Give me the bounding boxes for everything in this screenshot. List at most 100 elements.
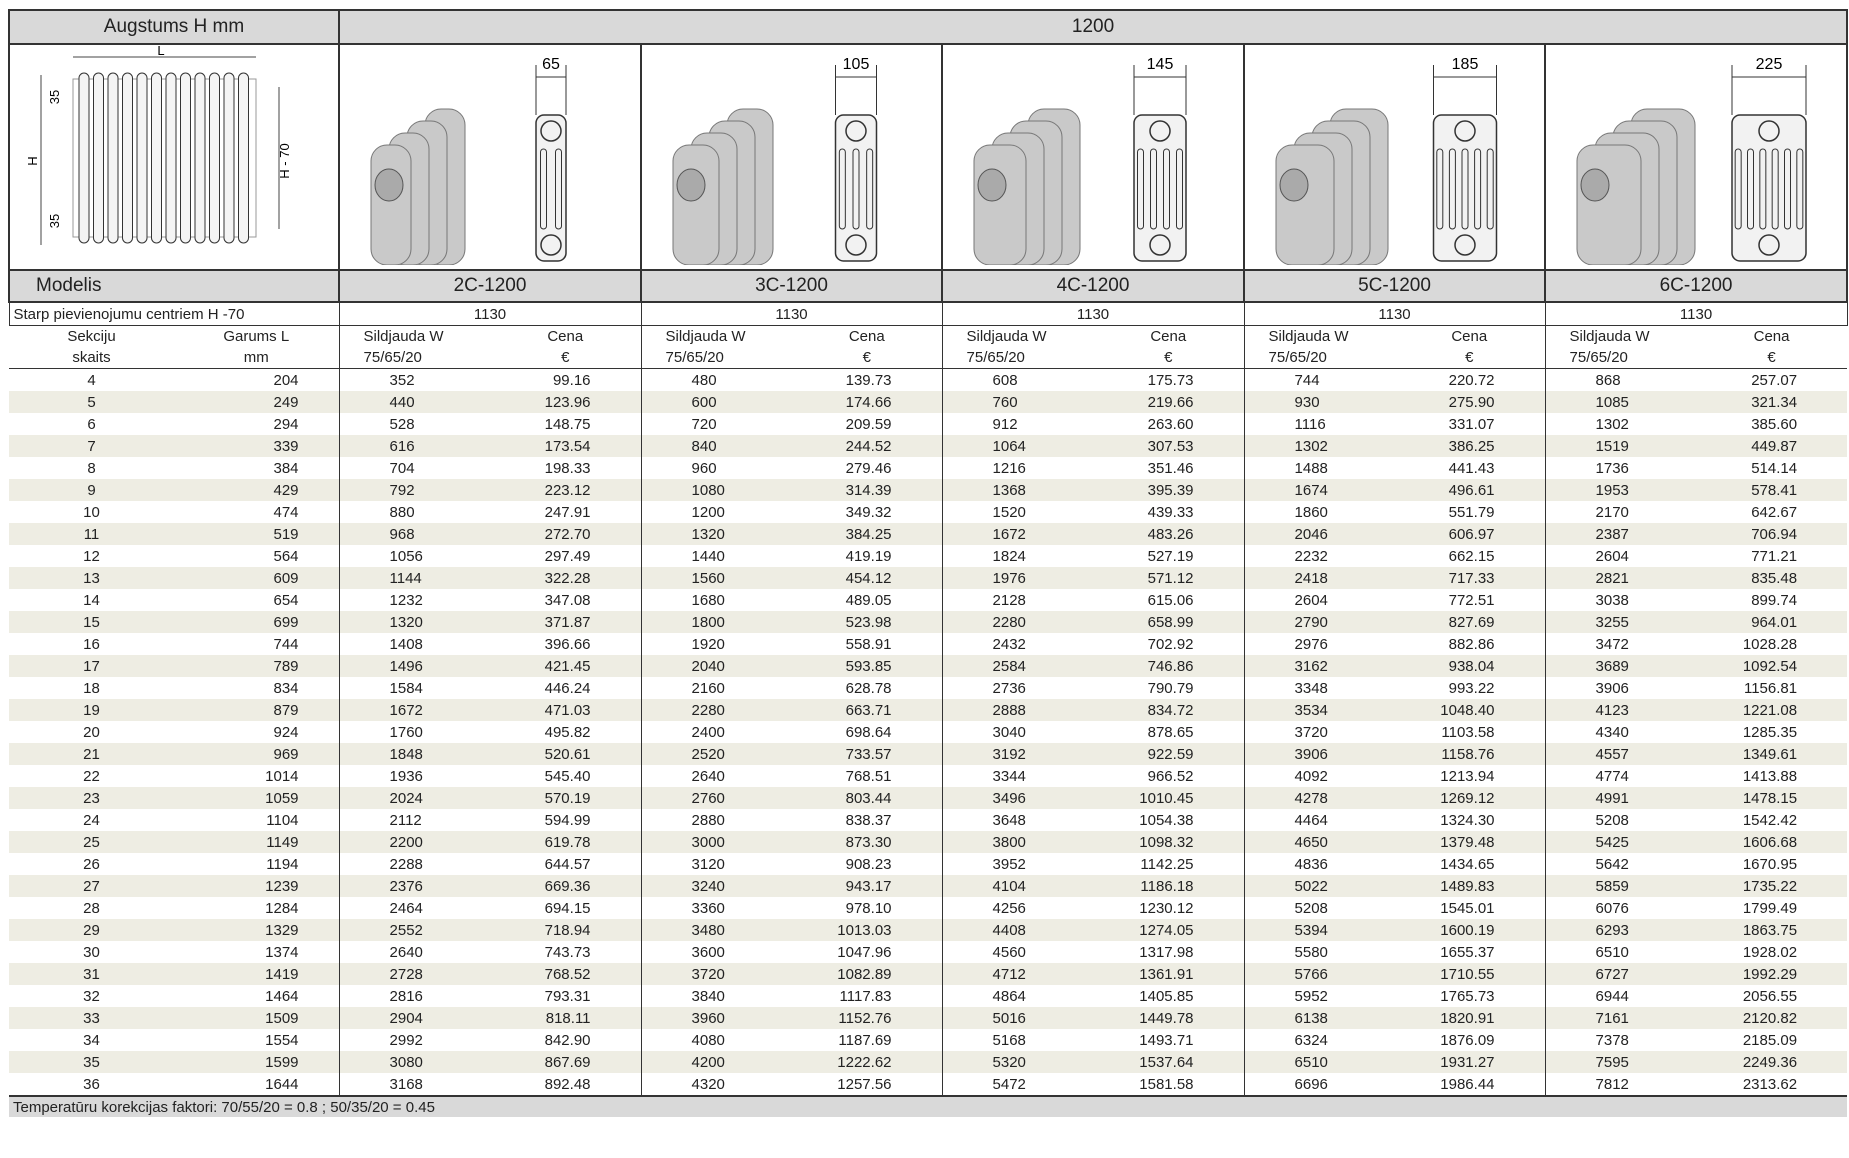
model-centers: 1130 <box>640 301 943 326</box>
cell: 1680 <box>640 589 793 611</box>
cell: 4408 <box>941 919 1094 941</box>
model-depth: 105 <box>842 56 869 73</box>
model-image: 145 <box>973 56 1187 266</box>
cell: 1144 <box>338 567 491 589</box>
column-header: Cena <box>547 328 584 345</box>
cell: 2288 <box>338 853 491 875</box>
section-slot <box>1771 148 1779 230</box>
cell: 768.52 <box>490 963 642 985</box>
section-port <box>844 120 867 142</box>
cell: 349.32 <box>845 503 892 521</box>
cell: 1600.19 <box>1394 919 1546 941</box>
data-row: 16 744 1408 396.66 1920 558.91 2432 702.92 2976 8… <box>9 633 1847 655</box>
section-slot <box>1759 148 1767 230</box>
cell: 1464 <box>265 987 299 1005</box>
cell: 1156.81 <box>1743 679 1798 697</box>
cell: 720 <box>640 413 793 435</box>
cell: 4650 <box>1243 831 1395 853</box>
model-centers: 1130 <box>338 301 642 326</box>
cell: 294 <box>273 415 299 433</box>
cell: 10 <box>83 503 100 521</box>
cell: 1028.28 <box>1742 635 1798 653</box>
model-image-cell: 185 <box>1243 43 1547 271</box>
section-slot <box>1137 148 1145 230</box>
image-row: L H 35 35 H - 70 65 105 145 185 225 <box>7 43 1849 271</box>
cell: 6138 <box>1243 1007 1395 1029</box>
cell: 449.87 <box>1696 435 1848 457</box>
cell: 658.99 <box>1093 611 1245 633</box>
cell: 1216 <box>941 457 1094 479</box>
cell: 219.66 <box>1093 391 1245 413</box>
cell: 1644 <box>265 1075 299 1093</box>
cell: 792 <box>338 479 491 501</box>
cell: 717.33 <box>1394 567 1546 589</box>
cell: 1800 <box>640 611 793 633</box>
cell: 654 <box>273 591 299 609</box>
cell: 3960 <box>640 1007 793 1029</box>
cell: 3080 <box>338 1051 491 1073</box>
cell: 4256 <box>941 897 1094 919</box>
cell: 198.33 <box>544 459 591 477</box>
radiator-tube <box>151 72 162 244</box>
cell: 1672 <box>941 523 1094 545</box>
cell: 873.30 <box>792 831 943 853</box>
cell: 7 <box>9 435 174 457</box>
cell: 5642 <box>1544 853 1697 875</box>
cell: 1953 <box>1544 479 1697 501</box>
cell: 7161 <box>1544 1007 1697 1029</box>
cell: 545.40 <box>544 767 591 785</box>
cell: 173.54 <box>490 435 642 457</box>
data-row: 29 1329 2552 718.94 3480 1013.03 4408 1274.05 53… <box>9 919 1848 941</box>
cell: 1092.54 <box>1696 655 1848 677</box>
data-row: 26 1194 2288 644.57 3120 908.23 3952 1142.25 483… <box>9 853 1847 875</box>
cell: 25 <box>9 831 174 853</box>
cell: 386.25 <box>1394 435 1546 457</box>
cell: 11 <box>9 523 174 545</box>
cell: 1488 <box>1243 457 1395 479</box>
cell: 7595 <box>1544 1051 1697 1073</box>
cell: 20 <box>83 723 100 741</box>
cell: 23 <box>9 787 174 809</box>
dim-bottom: 35 <box>47 214 62 228</box>
model-image: 65 <box>370 56 567 266</box>
cell: 827.69 <box>1394 611 1546 633</box>
column-header: Sildjauda W <box>941 325 1094 347</box>
cell: 520.61 <box>490 743 642 765</box>
cell: 33 <box>9 1007 174 1029</box>
cell: 1257.56 <box>837 1075 892 1093</box>
cell: 223.12 <box>490 479 642 501</box>
cell: 924 <box>273 723 299 741</box>
column-header: 75/65/20 <box>640 347 793 369</box>
cell: 4864 <box>941 985 1094 1007</box>
cell: 3348 <box>1243 677 1395 699</box>
cell: 6293 <box>1544 919 1697 941</box>
radiator-column <box>370 144 412 266</box>
cell: 1489.83 <box>1394 875 1546 897</box>
cell: 249 <box>174 391 340 413</box>
data-row: 8 384 704 198.33 960 279.46 1216 351.46 1488 441.… <box>9 457 1847 479</box>
cell: 1187.69 <box>838 1031 892 1049</box>
cell: 2904 <box>338 1007 491 1029</box>
cell: 694.15 <box>544 899 591 917</box>
column-header: 75/65/20 <box>1544 347 1697 369</box>
cell: 771.21 <box>1751 547 1798 565</box>
cell: 3162 <box>1243 655 1395 677</box>
centers-label: Starp pievienojumu centriem H -70 <box>8 301 340 326</box>
cell: 571.12 <box>1093 567 1245 589</box>
cell: 275.90 <box>1394 391 1546 413</box>
cell: 793.31 <box>544 987 591 1005</box>
radiator-tube <box>238 72 249 244</box>
data-row: 36 1644 3168 892.48 4320 1257.56 5472 1581.58 66… <box>9 1073 1847 1096</box>
cell: 1149 <box>174 831 340 853</box>
column-header: 75/65/20 <box>941 347 1094 369</box>
cell: 17 <box>9 655 174 677</box>
cell: 441.43 <box>1448 459 1495 477</box>
section-slot <box>1796 148 1804 230</box>
cell: 5016 <box>941 1007 1094 1029</box>
cell: 4080 <box>640 1029 793 1051</box>
cell: 922.59 <box>1093 743 1245 765</box>
section-port <box>1149 234 1171 256</box>
cell: 704 <box>338 457 491 479</box>
cell: 803.44 <box>792 787 943 809</box>
cell: 2552 <box>338 919 491 941</box>
